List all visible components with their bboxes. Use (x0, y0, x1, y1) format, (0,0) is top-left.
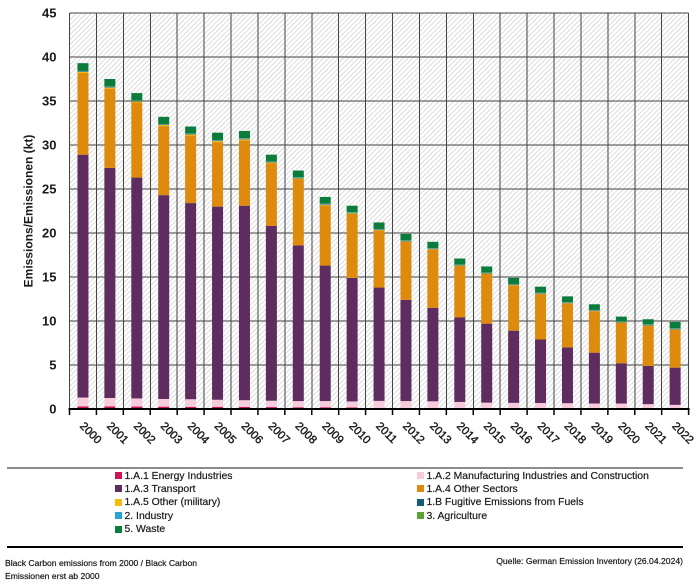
svg-text:30: 30 (42, 138, 56, 153)
svg-text:5: 5 (49, 358, 56, 373)
svg-text:15: 15 (42, 270, 56, 285)
svg-text:45: 45 (42, 6, 56, 21)
svg-text:20: 20 (42, 226, 56, 241)
svg-text:Emissions/Emissionen (kt): Emissions/Emissionen (kt) (22, 135, 36, 288)
svg-text:35: 35 (42, 94, 56, 109)
svg-text:0: 0 (49, 402, 56, 417)
svg-text:10: 10 (42, 314, 56, 329)
svg-text:25: 25 (42, 182, 56, 197)
svg-text:40: 40 (42, 50, 56, 65)
